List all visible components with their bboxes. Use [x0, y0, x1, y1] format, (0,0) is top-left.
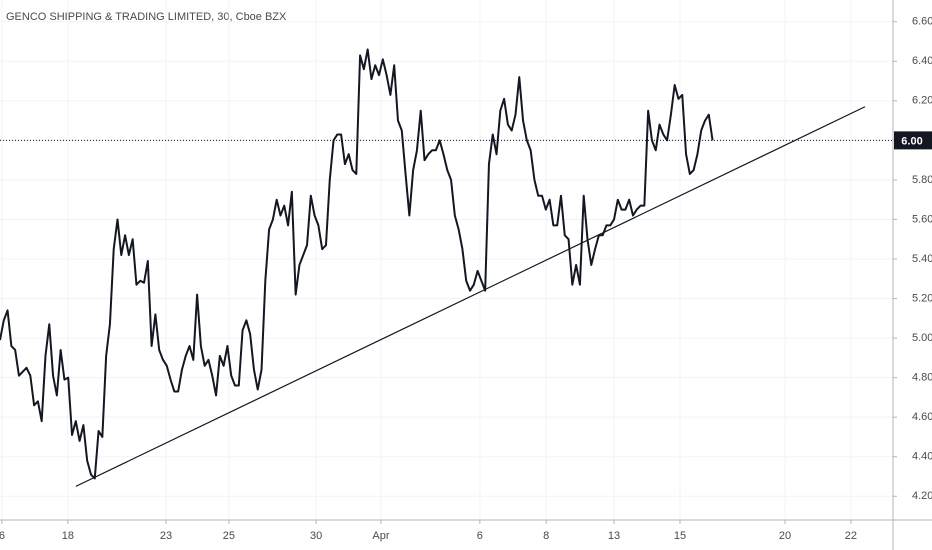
y-tick-label: 5.00 [912, 332, 932, 344]
y-tick-label: 4.40 [912, 451, 932, 463]
y-tick-label: 4.80 [912, 372, 932, 384]
x-tick-label: 23 [160, 530, 172, 542]
price-label-box [894, 131, 932, 150]
x-tick-label: 6 [0, 530, 5, 542]
y-tick-label: 4.20 [912, 490, 932, 502]
y-tick-label: 6.40 [912, 55, 932, 67]
x-tick-label: 13 [608, 530, 620, 542]
y-tick-label: 6.20 [912, 95, 932, 107]
price-line-series [0, 48, 714, 480]
y-tick-label: 5.20 [912, 292, 932, 304]
x-tick-label: 15 [674, 530, 686, 542]
y-tick-label: 6.60 [912, 16, 932, 28]
y-tick-label: 5.80 [912, 174, 932, 186]
price-label: 6.00 [901, 135, 922, 147]
x-tick-label: 22 [845, 530, 857, 542]
y-tick-label: 5.60 [912, 213, 932, 225]
x-tick-label: 6 [477, 530, 483, 542]
x-tick-label: 30 [310, 530, 322, 542]
x-tick-label: 25 [223, 530, 235, 542]
chart-title: GENCO SHIPPING & TRADING LIMITED, 30, Cb… [6, 11, 287, 23]
x-tick-label: Apr [372, 530, 389, 542]
trendline [75, 106, 866, 487]
x-tick-label: 20 [779, 530, 791, 542]
y-tick-label: 4.60 [912, 411, 932, 423]
x-tick-label: 18 [62, 530, 74, 542]
y-tick-label: 5.40 [912, 253, 932, 265]
x-tick-label: 8 [543, 530, 549, 542]
